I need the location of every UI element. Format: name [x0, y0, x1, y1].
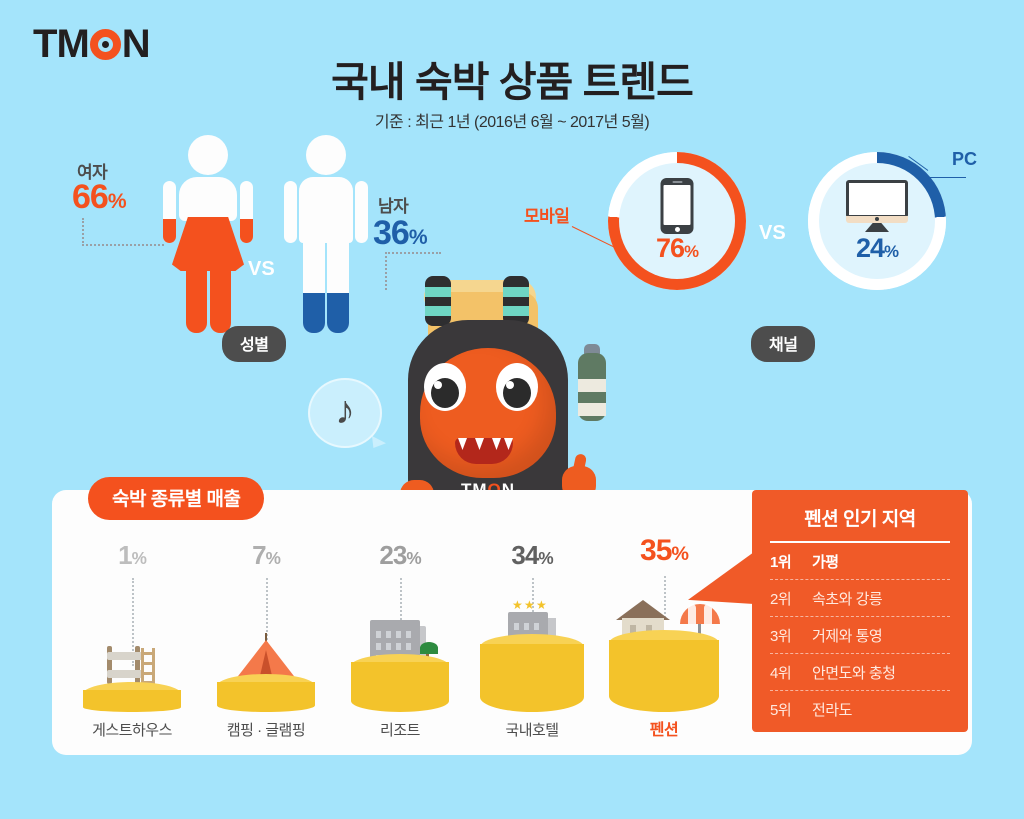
pc-donut-chart: 24%	[808, 152, 946, 290]
section-badge-channel: 채널	[751, 326, 816, 362]
ranking-rank: 3위	[770, 627, 792, 645]
sales-bar-chart: 1% 게스트하우스 7%	[52, 525, 742, 740]
bar-category-label: 게스트하우스	[92, 722, 172, 739]
bar-value-label: 1%	[118, 540, 147, 570]
mobile-label: 모바일	[524, 207, 570, 226]
bar-category-label: 리조트	[380, 722, 420, 739]
mascot-pupil-left	[431, 378, 459, 408]
bar-leader-dots	[266, 578, 268, 656]
male-leader-line	[385, 252, 441, 254]
pc-leader-line	[922, 177, 966, 178]
mobile-donut-chart: 76%	[608, 152, 746, 290]
music-note-icon: ♪	[335, 388, 355, 433]
channel-vs-label: VS	[759, 222, 786, 244]
ranking-region: 전라도	[812, 702, 852, 719]
speech-bubble-tail	[372, 436, 386, 448]
bar-leader-dots	[532, 578, 534, 624]
tent-icon	[235, 633, 297, 680]
bar-cylinder	[480, 634, 584, 712]
female-leader-line	[82, 244, 164, 246]
bar-category-label: 펜션	[649, 722, 679, 739]
bar-leader-dots	[400, 578, 402, 636]
ranking-region: 안면도와 충청	[812, 664, 896, 682]
logo-o-ring-icon	[89, 29, 121, 60]
pc-value: 24%	[856, 233, 899, 263]
mascot-pupil-right	[503, 378, 531, 408]
page-title: 국내 숙박 상품 트렌드	[331, 59, 694, 105]
ranking-row: 4위 안면도와 충청	[770, 654, 950, 691]
female-leader-line-vertical	[82, 218, 84, 246]
speech-bubble: ♪	[308, 378, 382, 448]
bar-category-label: 캠핑 · 글램핑	[226, 722, 306, 739]
bunk-bed-icon	[105, 646, 159, 684]
bar-value-label: 34%	[511, 540, 553, 570]
mobile-value: 76%	[656, 233, 699, 263]
logo-text-tm: T	[33, 22, 57, 66]
bar-value-label: 7%	[252, 540, 281, 570]
ranking-rank: 4위	[770, 664, 792, 682]
sales-chart-title-badge: 숙박 종류별 매출	[88, 477, 265, 520]
bar-column: 1% 게스트하우스	[66, 540, 198, 740]
bar-column: 23% 리조트	[334, 540, 466, 740]
male-figure-icon	[278, 135, 374, 335]
bar-cylinder	[351, 654, 449, 712]
tmon-mascot-illustration: TMON ♪	[300, 258, 650, 518]
ranking-rank: 2위	[770, 590, 792, 608]
ranking-row: 3위 거제와 통영	[770, 617, 950, 654]
bar-value-label: 23%	[379, 540, 421, 570]
bar-column: 35% 펜션	[598, 534, 730, 740]
ranking-rank: 1위	[770, 553, 792, 571]
bar-category-label: 국내호텔	[505, 722, 559, 739]
pc-label: PC	[952, 149, 978, 169]
backpack-strap-right	[503, 276, 529, 326]
ranking-title: 펜션 인기 지역	[770, 504, 950, 543]
ranking-row: 2위 속초와 강릉	[770, 580, 950, 617]
male-value: 36%	[373, 214, 428, 252]
section-badge-gender: 성별	[222, 326, 287, 362]
pc-monitor-icon	[846, 180, 908, 232]
ranking-panel: 펜션 인기 지역 1위 가평 2위 속초와 강릉 3위 거제와 통영 4위 안면…	[752, 490, 968, 732]
logo-text-m: M	[56, 22, 89, 66]
bar-cylinder	[609, 630, 719, 712]
bar-value-label: 35%	[640, 534, 689, 567]
logo-text-n: N	[121, 22, 151, 66]
gender-chart-group: 여자 66% VS 남자 36%	[60, 130, 480, 360]
male-label: 남자	[378, 197, 409, 216]
bar-cylinder	[217, 674, 315, 712]
bar-cylinder	[83, 682, 181, 712]
ranking-region: 거제와 통영	[812, 627, 883, 645]
ranking-row: 1위 가평	[770, 543, 950, 580]
backpack-strap-left	[425, 276, 451, 326]
bar-column: 34% ★ ★ ★ 국내호텔	[466, 540, 598, 740]
female-label: 여자	[77, 163, 108, 182]
ranking-rank: 5위	[770, 702, 792, 719]
ranking-row: 5위 전라도	[770, 691, 950, 728]
male-leader-line-vertical	[385, 252, 387, 290]
gender-vs-label: VS	[248, 258, 275, 280]
ranking-region: 속초와 강릉	[812, 590, 883, 608]
page-subtitle: 기준 : 최근 1년 (2016년 6월 ~ 2017년 5월)	[374, 114, 650, 131]
bar-column: 7% 캠핑 · 글램핑	[200, 540, 332, 740]
bar-leader-dots	[132, 578, 134, 666]
mobile-phone-icon	[660, 178, 694, 234]
water-bottle-icon	[578, 353, 606, 421]
female-figure-icon	[160, 135, 256, 335]
channel-chart-group: 76% 모바일 VS 24% PC	[524, 140, 990, 370]
female-value: 66%	[72, 178, 127, 216]
bar-leader-dots	[664, 576, 666, 618]
ranking-region: 가평	[812, 553, 839, 571]
